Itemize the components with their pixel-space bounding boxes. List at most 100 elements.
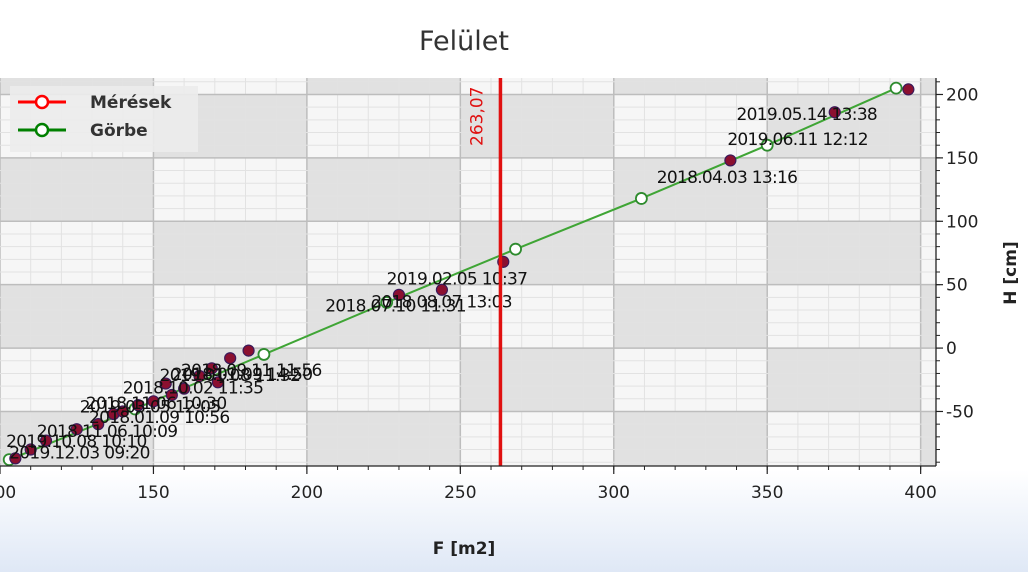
meresek-point[interactable] bbox=[724, 154, 737, 167]
meresek-point[interactable] bbox=[178, 382, 191, 395]
gorbe-point[interactable] bbox=[509, 242, 522, 256]
meresek-point[interactable] bbox=[902, 83, 915, 96]
grid-cell bbox=[0, 348, 154, 412]
grid-cell bbox=[306, 221, 461, 285]
grid-cell bbox=[920, 284, 936, 349]
grid-cell bbox=[0, 157, 154, 222]
point-label: 2019.06.11 12:12 bbox=[727, 130, 868, 150]
grid-cell bbox=[306, 78, 461, 95]
meresek-point[interactable] bbox=[828, 106, 841, 119]
grid-cell bbox=[767, 348, 921, 412]
grid-cell bbox=[920, 94, 936, 158]
x-tick-label: 150 bbox=[137, 483, 169, 503]
axes: 100 150 200 250 300 350 400 -50 0 50 100 150 200 bbox=[0, 78, 978, 503]
grid-cell bbox=[767, 94, 921, 158]
meresek-point[interactable] bbox=[70, 423, 83, 436]
legend-marker-gorbe bbox=[34, 122, 50, 138]
meresek-point[interactable] bbox=[24, 443, 37, 456]
point-label: 2018.01.09 10:56 bbox=[89, 408, 230, 428]
grid-cell bbox=[0, 411, 154, 466]
grid-cell bbox=[613, 157, 768, 222]
grid-cell bbox=[920, 157, 936, 222]
grid-cell bbox=[153, 221, 307, 285]
y-tick-label: 50 bbox=[946, 276, 968, 296]
grid-cell bbox=[460, 284, 614, 349]
meresek-point[interactable] bbox=[9, 452, 22, 465]
grid-cell bbox=[0, 221, 154, 285]
point-label: 2019.05.14 13:38 bbox=[737, 105, 878, 125]
meresek-point[interactable] bbox=[242, 344, 255, 357]
grid-cell bbox=[920, 221, 936, 285]
grid-cell bbox=[460, 411, 614, 466]
meresek-point[interactable] bbox=[92, 418, 105, 431]
series-meresek bbox=[9, 83, 915, 465]
meresek-point[interactable] bbox=[193, 369, 206, 383]
meresek-point[interactable] bbox=[39, 434, 53, 447]
grid-cell bbox=[306, 348, 461, 412]
x-tick-label: 400 bbox=[904, 483, 936, 503]
x-tick-label: 350 bbox=[751, 483, 783, 503]
grid-cell bbox=[460, 348, 614, 412]
x-tick-label: 250 bbox=[444, 483, 476, 503]
y-axis-label: H [cm] bbox=[1001, 241, 1021, 304]
point-label: 2019.02.05 10:37 bbox=[387, 270, 528, 290]
grid-cell bbox=[613, 78, 768, 95]
meresek-point[interactable] bbox=[116, 405, 129, 418]
vertical-marker-label: 263,07 bbox=[467, 87, 487, 146]
meresek-point[interactable] bbox=[224, 352, 237, 365]
gorbe-point[interactable] bbox=[257, 348, 271, 361]
grid-cell bbox=[306, 411, 461, 466]
grid-cell bbox=[460, 157, 614, 222]
point-labels: 2019.05.14 13:38 2019.06.11 12:12 2018.04.… bbox=[6, 105, 878, 464]
meresek-point[interactable] bbox=[211, 376, 224, 389]
legend-item-gorbe[interactable]: Görbe bbox=[18, 121, 148, 141]
meresek-point[interactable] bbox=[392, 288, 406, 301]
point-label: 2018.04.03 13:16 bbox=[657, 168, 798, 188]
grid-cell bbox=[306, 157, 461, 222]
point-label: 2018.10.02 11:35 bbox=[123, 379, 264, 399]
grid-cell bbox=[767, 221, 921, 285]
vertical-marker[interactable]: 263,07 bbox=[467, 78, 503, 466]
meresek-point[interactable] bbox=[165, 388, 178, 402]
grid-cell bbox=[767, 284, 921, 349]
meresek-point[interactable] bbox=[205, 362, 218, 375]
y-tick-label: 0 bbox=[946, 339, 957, 359]
grid-cell bbox=[460, 94, 614, 158]
y-tick-label: 150 bbox=[946, 149, 978, 169]
grid-cell bbox=[460, 221, 614, 285]
gorbe-point[interactable] bbox=[380, 296, 394, 309]
x-tick-label: 100 bbox=[0, 483, 16, 503]
grid-cell bbox=[613, 284, 768, 349]
x-axis-label: F [m2] bbox=[433, 539, 496, 559]
point-label: 2018.01.09 14:50 bbox=[172, 365, 313, 385]
point-label: 2018.11.06 10:09 bbox=[37, 422, 178, 442]
plot-background bbox=[0, 78, 936, 466]
meresek-point[interactable] bbox=[147, 395, 160, 408]
series-gorbe bbox=[2, 81, 903, 467]
y-tick-label: 200 bbox=[946, 85, 978, 105]
grid-cell bbox=[920, 78, 936, 95]
gorbe-point[interactable] bbox=[634, 192, 648, 205]
meresek-point[interactable] bbox=[159, 377, 172, 390]
grid-cell bbox=[613, 221, 768, 285]
gorbe-point[interactable] bbox=[760, 138, 774, 152]
legend-item-meresek[interactable]: Mérések bbox=[18, 93, 172, 113]
grid-cell bbox=[153, 157, 307, 222]
point-label: 2019.03.05 12:05 bbox=[80, 398, 221, 418]
legend[interactable]: Mérések Görbe bbox=[10, 86, 198, 152]
legend-label-meresek: Mérések bbox=[90, 93, 172, 113]
grid-cell bbox=[767, 157, 921, 222]
grid-cell bbox=[920, 348, 936, 412]
legend-marker-meresek bbox=[34, 94, 50, 110]
point-label: 2019.10.08 10:10 bbox=[6, 432, 147, 452]
y-tick-label: -50 bbox=[946, 402, 974, 422]
point-label: 2019.01.08 11:32 bbox=[160, 366, 301, 386]
x-tick-label: 200 bbox=[291, 483, 323, 503]
grid-cell bbox=[613, 348, 768, 412]
point-label: 2018.11.06 10:30 bbox=[86, 394, 227, 414]
gorbe-point[interactable] bbox=[889, 81, 903, 95]
point-label: 2018.07.10 11:31 bbox=[325, 296, 466, 316]
y-tick-label: 100 bbox=[946, 212, 978, 232]
meresek-point[interactable] bbox=[131, 399, 145, 412]
meresek-point[interactable] bbox=[435, 283, 449, 296]
